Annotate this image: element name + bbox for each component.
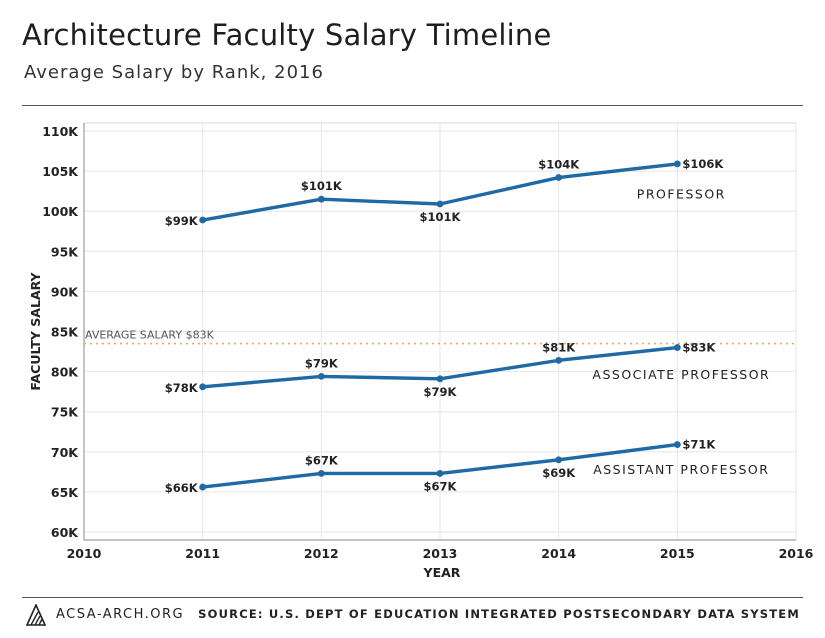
y-tick-label: 105K bbox=[42, 164, 79, 179]
x-tick-label: 2010 bbox=[67, 546, 102, 561]
professor-data-label: $104K bbox=[538, 158, 580, 172]
assistant-professor-data-label: $67K bbox=[424, 479, 458, 493]
chart-subtitle: Average Salary by Rank, 2016 bbox=[24, 62, 324, 83]
y-tick-label: 85K bbox=[51, 325, 79, 340]
associate-professor-data-label: $81K bbox=[542, 340, 576, 354]
y-tick-label: 65K bbox=[51, 485, 79, 500]
x-tick-label: 2011 bbox=[185, 546, 220, 561]
professor-point bbox=[555, 174, 563, 181]
footer-site-link[interactable]: ACSA-ARCH.ORG bbox=[56, 607, 185, 622]
average-reference-label: AVERAGE SALARY $83K bbox=[85, 329, 215, 342]
professor-point bbox=[436, 200, 444, 208]
y-tick-label: 80K bbox=[51, 365, 79, 380]
y-tick-label: 75K bbox=[51, 405, 79, 420]
x-tick-label: 2013 bbox=[423, 546, 458, 561]
y-tick-label: 100K bbox=[42, 204, 79, 219]
footer-divider bbox=[22, 597, 803, 598]
assistant-professor-data-label: $69K bbox=[542, 466, 576, 480]
associate-professor-data-label: $78K bbox=[165, 381, 199, 395]
professor-point bbox=[317, 195, 325, 203]
associate-professor-series-label: ASSOCIATE PROFESSOR bbox=[592, 367, 770, 382]
professor-point bbox=[199, 216, 207, 224]
associate-professor-point bbox=[199, 383, 207, 391]
x-tick-label: 2016 bbox=[779, 546, 814, 561]
y-axis-title: FACULTY SALARY bbox=[28, 271, 43, 390]
assistant-professor-point bbox=[317, 470, 325, 477]
associate-professor-data-label: $83K bbox=[682, 341, 716, 355]
associate-professor-point bbox=[555, 356, 563, 364]
assistant-professor-point bbox=[555, 456, 563, 464]
associate-professor-point bbox=[436, 375, 444, 383]
acsa-logo-icon bbox=[26, 604, 46, 626]
chart-title: Architecture Faculty Salary Timeline bbox=[22, 18, 552, 52]
x-tick-label: 2014 bbox=[541, 546, 576, 561]
assistant-professor-data-label: $66K bbox=[165, 481, 199, 495]
x-tick-label: 2015 bbox=[660, 546, 695, 561]
y-tick-label: 95K bbox=[51, 244, 79, 259]
x-axis-title: YEAR bbox=[423, 565, 461, 580]
y-tick-label: 60K bbox=[51, 525, 79, 540]
associate-professor-point bbox=[673, 344, 681, 351]
professor-series-label: PROFESSOR bbox=[637, 186, 726, 201]
assistant-professor-point bbox=[436, 470, 444, 477]
associate-professor-data-label: $79K bbox=[424, 385, 458, 399]
y-tick-label: 110K bbox=[42, 124, 79, 139]
y-tick-label: 90K bbox=[51, 284, 79, 299]
y-tick-label: 70K bbox=[51, 445, 79, 460]
professor-data-label: $99K bbox=[165, 214, 199, 228]
professor-point bbox=[673, 160, 681, 168]
assistant-professor-point bbox=[199, 483, 207, 491]
x-tick-label: 2012 bbox=[304, 546, 339, 561]
professor-data-label: $101K bbox=[420, 210, 462, 224]
header-divider bbox=[22, 105, 803, 106]
assistant-professor-data-label: $67K bbox=[305, 453, 339, 467]
professor-data-label: $101K bbox=[301, 179, 343, 193]
assistant-professor-data-label: $71K bbox=[682, 438, 716, 452]
line-chart: 60K 65K 70K 75K 80K 85K 90K 95K 100K 105K 110K 2010… bbox=[28, 122, 814, 580]
associate-professor-point bbox=[317, 373, 325, 380]
assistant-professor-series-label: ASSISTANT PROFESSOR bbox=[593, 462, 769, 477]
footer-source: SOURCE: U.S. DEPT OF EDUCATION INTEGRATE… bbox=[198, 607, 800, 621]
associate-professor-data-label: $79K bbox=[305, 356, 339, 370]
professor-data-label: $106K bbox=[682, 157, 724, 171]
assistant-professor-point bbox=[673, 441, 681, 448]
